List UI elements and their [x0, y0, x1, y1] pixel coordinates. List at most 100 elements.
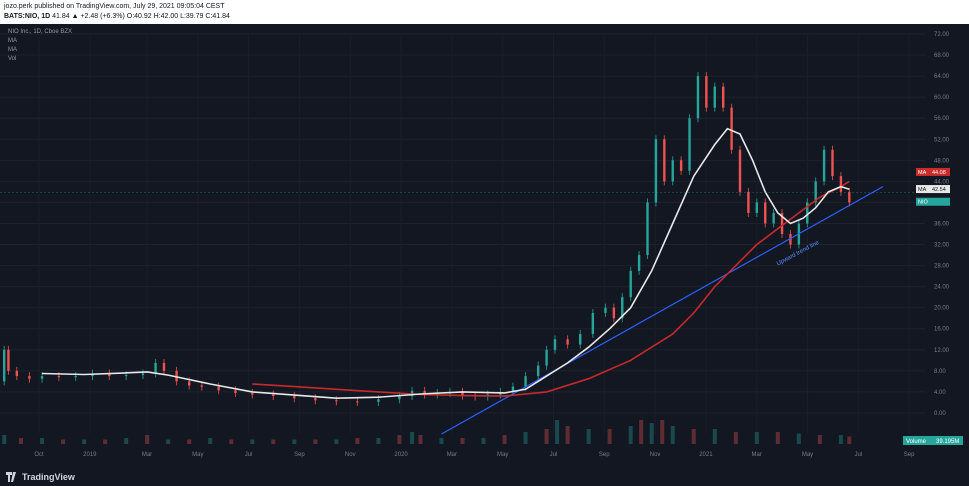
- volume-bar: [460, 438, 465, 444]
- candle-body: [154, 362, 157, 374]
- volume-bar: [410, 432, 415, 444]
- volume-bar: [208, 438, 213, 444]
- x-tick-label: May: [192, 452, 203, 458]
- candle-body: [789, 234, 792, 245]
- y-tick-label: 12.00: [934, 348, 950, 354]
- candle-body: [217, 386, 220, 391]
- legend-title: NIO Inc., 1D, Cboe BZX: [8, 29, 73, 35]
- candle-body: [654, 139, 658, 203]
- volume-bar: [733, 432, 738, 444]
- candle-body: [293, 396, 296, 399]
- candle-body: [141, 373, 145, 376]
- y-tick-label: 60.00: [934, 95, 950, 101]
- candle-body: [356, 401, 359, 403]
- y-tick-label: 48.00: [934, 158, 950, 164]
- publish-info: jozo.perk published on TradingView.com, …: [4, 3, 225, 10]
- x-tick-label: Sep: [599, 452, 610, 458]
- y-tick-label: 44.00: [934, 179, 950, 185]
- candle-body: [251, 392, 254, 395]
- volume-bar: [313, 439, 318, 444]
- candle-body: [3, 349, 6, 382]
- x-tick-label: May: [497, 452, 508, 458]
- chart-area[interactable]: 72.00 68.00 64.00 60.00 56.00 52.00 48.00 44.00…: [0, 24, 969, 468]
- candle-body: [272, 394, 275, 397]
- legend-ma2: MA: [8, 47, 17, 53]
- volume-bar: [607, 429, 612, 444]
- candle-body: [705, 76, 708, 108]
- candle-body: [764, 202, 767, 224]
- volume-bar: [334, 439, 339, 444]
- volume-bar: [586, 429, 591, 444]
- candle-body: [314, 398, 317, 401]
- volume-bar: [847, 436, 852, 444]
- candle-body: [57, 376, 61, 378]
- volume-bar: [796, 433, 801, 444]
- volume-bar: [817, 435, 822, 444]
- candle-body: [28, 376, 31, 379]
- price-label-value: 44.08: [932, 170, 946, 176]
- x-tick-label: Mar: [752, 452, 762, 458]
- x-tick-label: 2019: [83, 452, 97, 458]
- x-tick-label: Jul: [245, 452, 253, 458]
- volume-bar: [229, 439, 234, 444]
- volume-bar: [555, 420, 560, 444]
- candle-body: [772, 212, 775, 224]
- candle-body: [738, 149, 742, 192]
- volume-label-text: Volume: [906, 439, 927, 445]
- volume-bar: [418, 435, 423, 444]
- candle-body: [200, 385, 204, 387]
- candle-body: [747, 191, 750, 213]
- candle-body: [524, 376, 527, 387]
- price-chart[interactable]: 72.00 68.00 64.00 60.00 56.00 52.00 48.00 44.00…: [0, 24, 969, 468]
- candle-body: [162, 362, 166, 371]
- candle-body: [398, 396, 401, 400]
- candle-body: [713, 86, 716, 108]
- candle-body: [671, 160, 674, 182]
- x-tick-label: Nov: [650, 452, 661, 458]
- y-tick-label: 32.00: [934, 243, 950, 249]
- candle-body: [831, 149, 834, 177]
- candle-body: [780, 212, 784, 234]
- volume-label-box: [903, 436, 963, 445]
- volume-bar: [40, 438, 45, 444]
- candle-body: [461, 391, 464, 396]
- candle-body: [696, 76, 700, 119]
- x-tick-label: Mar: [142, 452, 152, 458]
- volume-bar: [628, 426, 633, 444]
- candle-body: [730, 107, 733, 150]
- candle-body: [806, 202, 809, 224]
- y-tick-label: 24.00: [934, 285, 950, 291]
- price-label-box: [916, 185, 950, 194]
- candle-body: [74, 376, 77, 378]
- volume-bar: [502, 435, 507, 444]
- y-tick-label: 20.00: [934, 306, 950, 312]
- y-tick-label: 36.00: [934, 221, 950, 227]
- volume-bar: [754, 432, 759, 444]
- x-tick-label: 2021: [699, 452, 713, 458]
- volume-bar: [660, 420, 665, 444]
- price-label-box: [916, 197, 950, 206]
- x-tick-label: Jul: [550, 452, 558, 458]
- candle-body: [377, 399, 380, 402]
- volume-bar: [649, 423, 654, 444]
- ohlc-values: 41.84 ▲ +2.48 (+6.3%) O:40.92 H:42.00 L:…: [52, 13, 230, 20]
- volume-label-value: 39.195M: [936, 439, 959, 445]
- candle-body: [629, 270, 632, 298]
- y-tick-label: 4.00: [934, 390, 946, 396]
- candle-body: [553, 339, 557, 350]
- volume-bar: [775, 432, 780, 444]
- footer-brand: TradingView: [22, 472, 75, 482]
- volume-bar: [523, 432, 528, 444]
- candle-body: [423, 390, 426, 395]
- x-tick-label: Oct: [34, 452, 44, 458]
- volume-bar: [124, 438, 129, 444]
- candle-body: [7, 349, 10, 371]
- volume-bar: [565, 426, 570, 444]
- volume-bar: [82, 439, 87, 444]
- y-tick-label: 0.00: [934, 411, 946, 417]
- ma-long-line: [252, 180, 850, 397]
- candle-body: [679, 160, 683, 171]
- y-tick-label: 64.00: [934, 74, 950, 80]
- candle-body: [234, 390, 237, 393]
- candle-body: [612, 307, 616, 319]
